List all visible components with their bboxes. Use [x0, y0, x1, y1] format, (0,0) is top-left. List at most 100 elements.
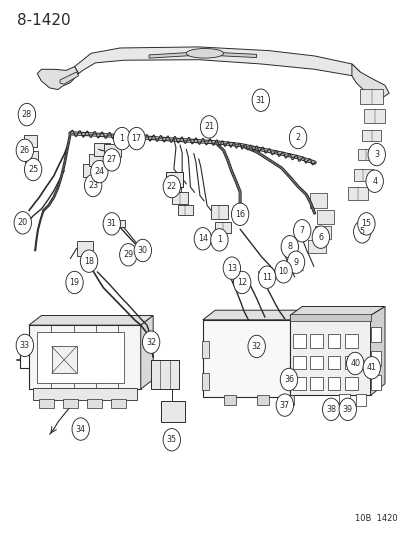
Bar — [151, 360, 179, 389]
Bar — [94, 143, 110, 156]
Circle shape — [346, 352, 363, 375]
Bar — [87, 399, 102, 408]
Circle shape — [14, 212, 31, 234]
Text: 34: 34 — [76, 425, 85, 433]
Text: 37: 37 — [279, 401, 289, 409]
Bar — [370, 375, 380, 390]
Circle shape — [128, 127, 145, 150]
Circle shape — [322, 398, 339, 421]
Circle shape — [72, 418, 89, 440]
Text: 3: 3 — [373, 150, 378, 159]
Text: 27: 27 — [107, 156, 116, 164]
Circle shape — [66, 271, 83, 294]
Text: 16: 16 — [235, 210, 244, 219]
Bar — [83, 164, 98, 177]
Circle shape — [311, 226, 329, 248]
Text: 9: 9 — [293, 258, 298, 266]
Bar — [25, 151, 38, 163]
Circle shape — [233, 271, 250, 294]
Circle shape — [231, 203, 248, 225]
Text: 24: 24 — [94, 167, 104, 176]
Text: 7: 7 — [299, 227, 304, 235]
Bar — [256, 395, 268, 405]
Polygon shape — [370, 306, 384, 395]
Circle shape — [258, 266, 275, 288]
Text: 26: 26 — [20, 146, 30, 155]
Circle shape — [84, 174, 102, 197]
Text: 15: 15 — [361, 220, 370, 228]
Circle shape — [142, 331, 159, 353]
Bar — [363, 109, 384, 123]
Bar — [359, 89, 382, 104]
Text: 32: 32 — [146, 338, 156, 346]
Bar — [178, 205, 192, 215]
Text: 40: 40 — [349, 359, 359, 368]
Text: 21: 21 — [204, 123, 214, 131]
Circle shape — [163, 175, 180, 198]
Bar — [33, 388, 136, 400]
Bar — [310, 193, 326, 208]
Bar — [202, 320, 289, 397]
Bar — [310, 377, 322, 390]
Polygon shape — [140, 316, 153, 389]
Polygon shape — [74, 47, 359, 76]
Bar — [308, 240, 325, 253]
Bar — [29, 325, 140, 389]
Bar — [370, 327, 380, 342]
Bar — [202, 373, 209, 390]
Bar — [111, 399, 126, 408]
Circle shape — [16, 334, 33, 357]
Bar — [289, 316, 370, 395]
Text: 32: 32 — [251, 342, 261, 351]
Polygon shape — [149, 52, 256, 58]
Text: 36: 36 — [283, 375, 293, 384]
Bar — [357, 149, 374, 160]
Circle shape — [353, 221, 370, 243]
Text: 41: 41 — [366, 364, 376, 372]
Circle shape — [24, 158, 42, 181]
Text: 25: 25 — [28, 165, 38, 174]
Bar — [89, 154, 104, 166]
Text: 35: 35 — [166, 435, 176, 444]
Text: 4: 4 — [371, 177, 376, 185]
Text: 1: 1 — [119, 134, 124, 143]
Text: 19: 19 — [69, 278, 79, 287]
Bar — [160, 401, 184, 422]
Bar — [344, 377, 357, 390]
Bar — [344, 334, 357, 348]
Circle shape — [103, 149, 120, 171]
Text: 2: 2 — [295, 133, 300, 142]
Circle shape — [80, 250, 97, 272]
Bar — [327, 334, 339, 348]
Polygon shape — [202, 310, 301, 320]
Bar — [361, 130, 380, 141]
Circle shape — [252, 89, 269, 111]
Circle shape — [280, 368, 297, 391]
Circle shape — [200, 116, 217, 138]
Text: 5: 5 — [359, 228, 364, 236]
Polygon shape — [37, 67, 78, 90]
Bar — [223, 395, 235, 405]
Bar — [281, 395, 293, 405]
Text: 20: 20 — [18, 219, 28, 227]
Bar — [314, 226, 330, 239]
Polygon shape — [351, 64, 388, 99]
Bar — [347, 187, 368, 200]
Bar — [24, 135, 37, 147]
Bar — [339, 394, 349, 406]
Text: 8: 8 — [287, 243, 292, 251]
Text: 13: 13 — [226, 264, 236, 272]
Bar — [164, 180, 180, 192]
Bar — [292, 334, 305, 348]
Bar — [344, 356, 357, 369]
Text: 23: 23 — [88, 181, 98, 190]
Bar — [310, 334, 322, 348]
Circle shape — [16, 139, 33, 161]
Bar — [104, 144, 121, 157]
Bar — [289, 314, 370, 321]
Text: 6: 6 — [318, 233, 323, 241]
Circle shape — [247, 335, 265, 358]
Polygon shape — [289, 306, 384, 316]
Bar — [292, 356, 305, 369]
Ellipse shape — [186, 49, 223, 58]
